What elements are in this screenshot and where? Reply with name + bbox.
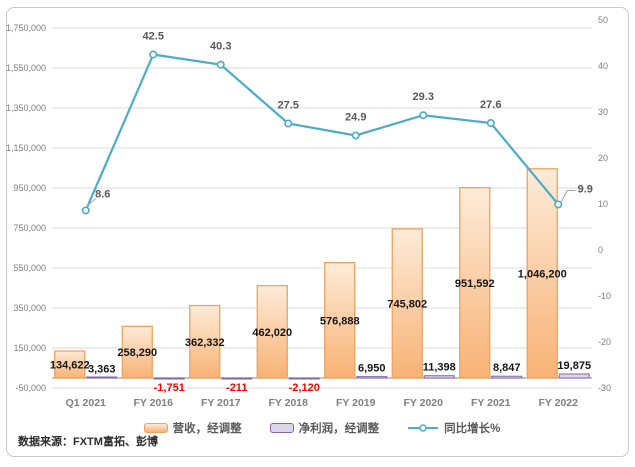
growth-line [84, 53, 560, 211]
left-axis-tick-label: 1,750,000 [6, 23, 46, 33]
right-axis-tick-label: 0 [598, 245, 603, 255]
left-axis-tick-label: 750,000 [13, 223, 46, 233]
left-axis-tick-label: 550,000 [13, 263, 46, 273]
label-leader-line [560, 189, 576, 202]
legend-label-growth: 同比增长% [444, 423, 501, 435]
growth-value-label: 27.6 [480, 99, 501, 111]
right-axis-tick-label: -30 [598, 383, 611, 393]
revenue-bar [391, 228, 423, 379]
legend-item-net-profit: 净利润，经调整 [269, 420, 380, 436]
growth-marker [149, 50, 158, 59]
revenue-bar [459, 187, 491, 379]
right-axis-tick-label: -10 [598, 291, 611, 301]
net-profit-bar [221, 377, 253, 380]
left-axis-tick-label: 1,550,000 [6, 63, 46, 73]
right-axis-tick-label: -20 [598, 337, 611, 347]
net-profit-value-label: 3,363 [88, 363, 116, 375]
growth-marker [419, 111, 428, 120]
x-axis-category-label: Q1 2021 [66, 397, 106, 409]
x-axis-category-label: FY 2019 [336, 397, 376, 409]
net-profit-negative-value-label: -1,751 [154, 382, 185, 394]
right-axis-tick-label: 10 [598, 199, 608, 209]
revenue-bar [526, 168, 558, 379]
net-profit-value-label: 8,847 [493, 362, 521, 374]
right-axis-tick-label: 20 [598, 153, 608, 163]
growth-value-label: 29.3 [413, 91, 434, 103]
left-axis-tick-label: 950,000 [13, 183, 46, 193]
net-profit-bar [491, 375, 523, 379]
growth-value-label: 24.9 [345, 111, 366, 123]
net-profit-value-label: 19,875 [557, 360, 591, 372]
right-axis-tick-label: 40 [598, 61, 608, 71]
x-axis-category-label: FY 2021 [471, 397, 511, 409]
revenue-value-label: 258,290 [117, 347, 157, 359]
growth-swatch-marker [419, 424, 427, 432]
revenue-value-label: 134,622 [50, 360, 90, 372]
revenue-bar [324, 261, 356, 379]
growth-line-swatch-icon [408, 424, 439, 432]
revenue-value-label: 576,888 [320, 315, 360, 327]
net-profit-swatch-icon [269, 423, 294, 433]
net-profit-bar [288, 377, 320, 380]
revenue-bar [189, 304, 221, 379]
legend-item-revenue: 营收，经调整 [143, 420, 242, 436]
revenue-value-label: 362,332 [185, 337, 225, 349]
growth-value-label: 40.3 [210, 41, 231, 53]
source-note: 数据来源：FXTM富拓、彭博 [18, 436, 158, 448]
revenue-bar [121, 325, 153, 379]
x-axis-category-label: FY 2020 [403, 397, 443, 409]
growth-value-label: 8.6 [95, 188, 110, 200]
left-axis-tick-label: 150,000 [13, 343, 46, 353]
revenue-value-label: 1,046,200 [518, 268, 567, 280]
revenue-bar [54, 350, 86, 379]
x-axis-category-label: FY 2018 [268, 397, 308, 409]
left-axis-tick-label: 1,150,000 [6, 143, 46, 153]
net-profit-negative-value-label: -2,120 [289, 382, 320, 394]
growth-marker [554, 200, 563, 209]
net-profit-negative-value-label: -211 [226, 382, 247, 394]
legend-item-growth: 同比增长% [407, 420, 500, 436]
revenue-value-label: 462,020 [252, 327, 292, 339]
growth-value-label: 9.9 [578, 183, 593, 195]
growth-marker [351, 131, 360, 140]
net-profit-bar [558, 373, 590, 379]
x-axis-category-label: FY 2016 [133, 397, 173, 409]
net-profit-bar [356, 376, 388, 379]
net-profit-bar [423, 375, 455, 379]
growth-marker [216, 60, 225, 69]
chart-frame [6, 7, 629, 457]
label-leader-line [86, 198, 97, 207]
revenue-value-label: 745,802 [387, 298, 427, 310]
growth-marker [284, 119, 293, 128]
right-axis-tick-label: 50 [598, 15, 608, 25]
right-axis-tick-label: 30 [598, 107, 608, 117]
x-axis-category-label: FY 2017 [201, 397, 241, 409]
net-profit-value-label: 6,950 [358, 363, 386, 375]
growth-value-label: 27.5 [278, 100, 299, 112]
left-axis-tick-label: -50,000 [15, 383, 46, 393]
legend-label-net-profit: 净利润，经调整 [298, 423, 380, 435]
revenue-value-label: 951,592 [455, 278, 495, 290]
left-axis-tick-label: 350,000 [13, 303, 46, 313]
left-axis-tick-label: 1,350,000 [6, 103, 46, 113]
legend-label-revenue: 营收，经调整 [172, 423, 242, 435]
net-profit-bar [153, 377, 185, 380]
growth-value-label: 42.5 [143, 31, 164, 43]
growth-marker [81, 206, 90, 215]
x-axis-category-label: FY 2022 [538, 397, 578, 409]
growth-marker [486, 119, 495, 128]
revenue-bar [256, 284, 288, 379]
net-profit-bar [86, 376, 118, 379]
chart-legend: 营收，经调整 净利润，经调整 同比增长% [52, 419, 592, 437]
net-profit-value-label: 11,398 [423, 362, 456, 374]
revenue-swatch-icon [143, 423, 168, 433]
